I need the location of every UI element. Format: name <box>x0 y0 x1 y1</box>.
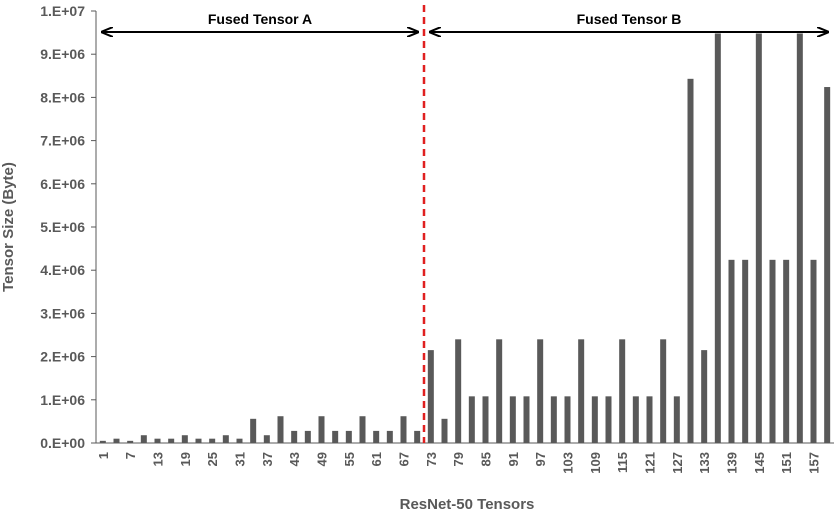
bar <box>113 438 120 443</box>
x-tick-label: 151 <box>779 452 794 474</box>
x-tick-label: 109 <box>588 452 603 474</box>
bar <box>660 339 667 443</box>
range-label: Fused Tensor A <box>208 11 312 27</box>
x-tick-label: 97 <box>533 452 548 466</box>
bar <box>332 430 339 443</box>
x-tick-label: 1 <box>96 452 111 459</box>
bar <box>140 435 147 443</box>
bar <box>619 339 626 443</box>
bar <box>824 87 831 443</box>
y-tick-label: 8.E+06 <box>40 89 85 105</box>
x-tick-label: 157 <box>807 452 822 474</box>
y-tick-label: 1.E+06 <box>40 392 85 408</box>
bar <box>728 259 735 443</box>
bar <box>318 416 325 443</box>
y-tick-label: 3.E+06 <box>40 305 85 321</box>
bar <box>496 339 503 443</box>
x-axis-title: ResNet-50 Tensors <box>400 496 535 513</box>
x-tick-label: 13 <box>151 452 166 466</box>
bar <box>250 418 257 443</box>
bar <box>523 396 530 443</box>
x-tick-label: 67 <box>397 452 412 466</box>
x-tick-label: 133 <box>697 452 712 474</box>
x-tick-label: 85 <box>479 452 494 466</box>
x-tick-label: 31 <box>233 452 248 466</box>
x-tick-label: 127 <box>670 452 685 474</box>
bar <box>168 438 175 443</box>
bar <box>455 339 462 443</box>
bar <box>687 78 694 443</box>
x-tick-label: 121 <box>643 452 658 474</box>
bar <box>386 430 393 443</box>
bar <box>154 438 161 443</box>
bar <box>673 396 680 443</box>
bar <box>441 418 448 443</box>
bar <box>181 435 188 443</box>
bar <box>304 430 311 443</box>
y-tick-label: 7.E+06 <box>40 133 85 149</box>
range-label: Fused Tensor B <box>577 11 682 27</box>
bar <box>482 396 489 443</box>
y-tick-label: 4.E+06 <box>40 262 85 278</box>
y-tick-label: 2.E+06 <box>40 349 85 365</box>
bar <box>632 396 639 443</box>
y-tick-label: 6.E+06 <box>40 176 85 192</box>
x-tick-label: 139 <box>725 452 740 474</box>
x-tick-label: 79 <box>451 452 466 466</box>
bar <box>701 350 708 443</box>
bar <box>591 396 598 443</box>
x-tick-label: 37 <box>260 452 275 466</box>
x-tick-label: 7 <box>123 452 138 459</box>
bar <box>345 430 352 443</box>
x-tick-label: 73 <box>424 452 439 466</box>
x-tick-label: 61 <box>369 452 384 466</box>
y-tick-label: 9.E+06 <box>40 46 85 62</box>
bar <box>373 430 380 443</box>
bar <box>291 430 298 443</box>
bar <box>209 438 216 443</box>
bar <box>359 416 366 443</box>
plot-area: 0.E+00 1.E+06 2.E+06 3.E+06 4.E+06 5.E+06 6.E+… <box>40 3 834 474</box>
bar <box>509 396 516 443</box>
bar <box>796 33 803 444</box>
bar <box>714 33 721 444</box>
bar <box>605 396 612 443</box>
y-tick-label: 5.E+06 <box>40 219 85 235</box>
x-tick-label: 25 <box>205 452 220 466</box>
bar <box>537 339 544 443</box>
bar <box>468 396 475 443</box>
y-tick-label: 0.E+00 <box>40 435 85 451</box>
y-axis-title: Tensor Size (Byte) <box>0 162 17 292</box>
x-tick-label: 103 <box>561 452 576 474</box>
bar <box>236 438 243 443</box>
bar <box>263 435 270 443</box>
x-tick-label: 49 <box>315 452 330 466</box>
x-tick-label: 91 <box>506 452 521 466</box>
x-tick-label: 43 <box>287 452 302 466</box>
x-tick-label: 55 <box>342 452 357 466</box>
bar <box>755 33 762 444</box>
bar <box>550 396 557 443</box>
bar <box>99 440 106 443</box>
bar <box>564 396 571 443</box>
x-tick-label: 145 <box>752 452 767 474</box>
x-tick-label: 115 <box>615 452 630 473</box>
bar <box>222 435 229 443</box>
bar <box>769 259 776 443</box>
bar <box>646 396 653 443</box>
x-tick-label: 19 <box>178 452 193 466</box>
bar <box>578 339 585 443</box>
bar <box>783 259 790 443</box>
bar <box>400 416 407 443</box>
bar <box>427 350 434 443</box>
bar <box>414 430 421 443</box>
y-tick-label: 1.E+07 <box>40 3 85 19</box>
bar <box>742 259 749 443</box>
bar <box>195 438 202 443</box>
bar <box>810 259 817 443</box>
bar <box>277 416 284 443</box>
bar <box>127 440 134 443</box>
